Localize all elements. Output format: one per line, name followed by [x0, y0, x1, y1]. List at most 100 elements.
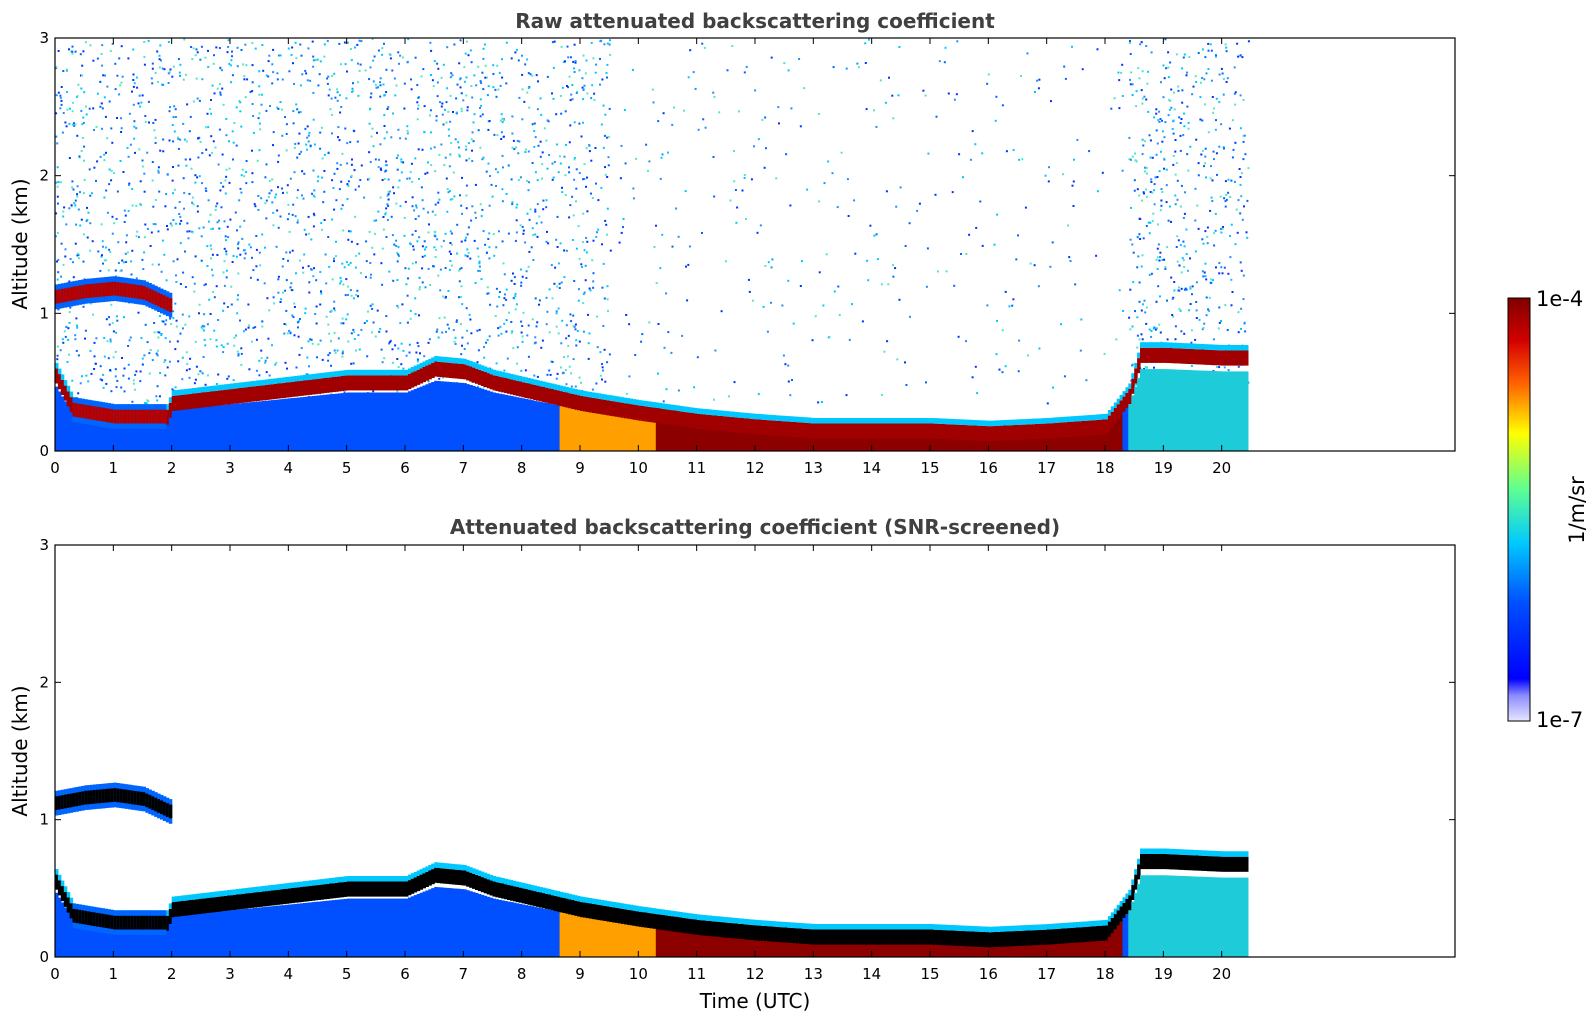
- noise-pixel: [321, 157, 324, 160]
- noise-pixel: [185, 164, 188, 167]
- bl-top-band: [597, 398, 601, 414]
- bl-top-band: [880, 423, 884, 439]
- noise-pixel: [167, 41, 170, 43]
- noise-pixel: [328, 265, 331, 268]
- bl-column: [162, 421, 167, 451]
- bl-column: [171, 410, 176, 451]
- noise-pixel: [1187, 127, 1190, 130]
- noise-pixel: [298, 259, 301, 262]
- noise-pixel: [315, 279, 318, 282]
- noise-pixel: [200, 259, 203, 262]
- noise-pixel: [272, 224, 275, 227]
- bl-edge: [518, 376, 523, 382]
- noise-pixel: [947, 92, 950, 95]
- noise-pixel: [1187, 169, 1190, 172]
- noise-pixel: [563, 249, 566, 252]
- noise-pixel: [303, 228, 306, 231]
- bl-edge: [512, 374, 517, 381]
- bl-edge: [661, 403, 666, 409]
- bl-column: [676, 422, 680, 451]
- noise-pixel: [1191, 285, 1194, 288]
- noise-pixel: [661, 153, 664, 156]
- bl-edge: [690, 407, 695, 413]
- bl-edge: [930, 418, 934, 424]
- noise-pixel: [112, 330, 115, 333]
- bl-edge: [437, 356, 441, 362]
- cloud-core: [127, 409, 132, 424]
- noise-pixel: [162, 138, 165, 141]
- bl-column: [1052, 433, 1056, 451]
- bl-edge: [495, 370, 499, 376]
- noise-pixel: [1159, 295, 1161, 298]
- noise-pixel: [144, 402, 146, 405]
- noise-pixel: [387, 205, 390, 207]
- bl-column: [200, 407, 205, 451]
- noise-pixel: [179, 283, 182, 285]
- noise-pixel: [297, 142, 300, 145]
- bl-edge: [358, 369, 362, 376]
- noise-pixel: [1213, 232, 1216, 235]
- noise-pixel: [237, 247, 240, 250]
- bl-top-band: [731, 417, 736, 433]
- noise-pixel: [490, 183, 493, 186]
- bl-edge: [1169, 342, 1173, 348]
- bl-column: [384, 392, 389, 451]
- noise-pixel: [116, 315, 118, 318]
- bl-column: [495, 393, 499, 451]
- noise-pixel: [596, 346, 599, 349]
- noise-pixel: [138, 148, 141, 151]
- noise-pixel: [605, 71, 608, 74]
- noise-pixel: [298, 132, 301, 135]
- bl-edge: [641, 400, 645, 406]
- bl-column: [1040, 433, 1045, 451]
- noise-pixel: [106, 340, 109, 343]
- noise-pixel: [72, 261, 74, 264]
- noise-pixel: [398, 255, 400, 257]
- noise-pixel: [338, 188, 341, 191]
- bl-top-band: [282, 382, 286, 398]
- noise-pixel: [257, 195, 260, 197]
- bl-column: [104, 420, 109, 451]
- noise-pixel: [1195, 301, 1198, 303]
- noise-pixel: [492, 233, 495, 236]
- noise-pixel: [249, 276, 252, 279]
- noise-pixel: [567, 344, 570, 347]
- bl-top-band: [932, 423, 937, 439]
- noise-pixel: [450, 142, 453, 144]
- noise-pixel: [576, 90, 579, 93]
- noise-pixel: [1178, 264, 1181, 267]
- noise-pixel: [368, 151, 371, 154]
- noise-pixel: [558, 287, 561, 289]
- noise-pixel: [249, 246, 252, 249]
- noise-pixel: [1081, 68, 1084, 71]
- noise-pixel: [547, 242, 550, 245]
- noise-pixel: [465, 94, 468, 97]
- noise-pixel: [83, 178, 86, 181]
- noise-pixel: [164, 323, 167, 326]
- noise-pixel: [1166, 338, 1169, 341]
- noise-pixel: [515, 303, 518, 306]
- bl-edge: [550, 383, 555, 389]
- noise-pixel: [875, 125, 878, 128]
- noise-pixel: [584, 72, 587, 75]
- noise-pixel: [1202, 149, 1204, 152]
- bl-column: [78, 416, 82, 451]
- noise-pixel: [472, 121, 475, 124]
- noise-pixel: [570, 320, 573, 323]
- cloud-core: [154, 409, 158, 424]
- bl-column: [857, 433, 861, 451]
- bl-edge: [60, 374, 65, 380]
- x-tick-label: 11: [687, 459, 706, 477]
- bl-top-band: [620, 402, 625, 418]
- noise-pixel: [1194, 75, 1197, 78]
- noise-pixel: [105, 151, 107, 154]
- noise-pixel: [1218, 306, 1221, 309]
- noise-pixel: [1141, 138, 1144, 141]
- noise-pixel: [172, 192, 174, 195]
- y-axis-label-raw: Altitude (km): [8, 178, 32, 309]
- bl-top-band: [171, 395, 176, 411]
- noise-pixel: [277, 186, 279, 189]
- noise-pixel: [197, 156, 200, 159]
- noise-pixel: [223, 302, 226, 305]
- noise-pixel: [311, 192, 313, 195]
